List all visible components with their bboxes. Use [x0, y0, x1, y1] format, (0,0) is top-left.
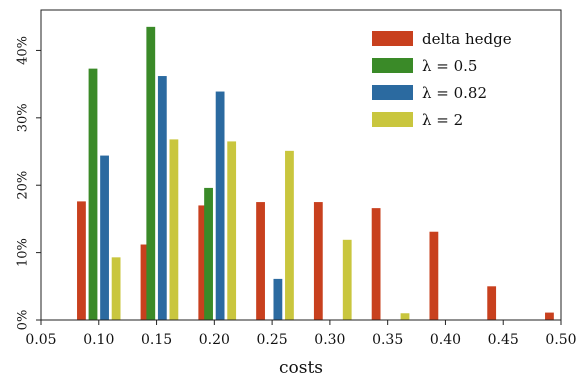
bar-series-0-0 [77, 201, 86, 320]
y-tick-label: 40% [16, 36, 31, 65]
bar-series-1-0 [88, 68, 98, 320]
bar-series-2-1 [157, 76, 167, 320]
bar-series-2-2 [215, 91, 225, 320]
bar-series-0-1 [140, 244, 150, 320]
bar-series-0-3 [256, 202, 265, 320]
y-tick-label: 30% [16, 103, 31, 132]
bar-series-0-4 [313, 202, 323, 320]
bar-series-0-8 [545, 312, 554, 320]
legend: delta hedge λ = 0.5 λ = 0.82 λ = 2 [372, 30, 512, 129]
bar-series-3-4 [342, 239, 352, 320]
bar-series-1-1 [146, 26, 156, 320]
x-tick-label: 0.10 [83, 332, 114, 348]
x-tick-label: 0.30 [314, 332, 345, 348]
x-tick-label: 0.45 [488, 332, 519, 348]
bar-series-3-3 [285, 150, 294, 320]
x-tick-label: 0.35 [372, 332, 403, 348]
x-tick-label: 0.20 [199, 332, 230, 348]
bar-series-1-2 [204, 187, 213, 320]
y-tick-label: 20% [16, 171, 31, 200]
legend-swatch-2 [372, 85, 413, 100]
legend-label-0: delta hedge [422, 30, 512, 48]
bar-series-3-5 [400, 313, 410, 320]
legend-swatch-1 [372, 58, 413, 73]
bar-series-0-6 [429, 231, 439, 320]
bar-series-3-1 [169, 139, 179, 320]
x-tick-label: 0.50 [545, 332, 576, 348]
y-tick-label: 0% [16, 310, 31, 331]
axes-layer [40, 9, 562, 321]
x-tick-label: 0.05 [25, 332, 56, 348]
bar-series-3-0 [111, 257, 121, 320]
legend-label-2: λ = 0.82 [422, 84, 487, 102]
legend-label-3: λ = 2 [422, 111, 463, 129]
x-axis-label: costs [279, 358, 323, 378]
bar-series-2-0 [100, 155, 109, 320]
bar-series-2-3 [273, 278, 283, 320]
y-axis-ticks: 0% 10% 20% 30% 40% [16, 36, 41, 331]
x-tick-label: 0.40 [430, 332, 461, 348]
bar-series-3-2 [227, 141, 237, 320]
bars-layer [77, 26, 554, 320]
x-axis-ticks: 0.05 0.10 0.15 0.20 0.25 0.30 0.35 0.40 0.45 0.50 [25, 320, 577, 348]
legend-swatch-0 [372, 31, 413, 46]
bar-series-0-2 [198, 205, 208, 320]
y-tick-label: 10% [16, 238, 31, 267]
plot-frame [40, 9, 562, 321]
bar-series-0-7 [487, 286, 497, 320]
bar-series-0-5 [371, 208, 381, 320]
legend-swatch-3 [372, 112, 413, 127]
x-tick-label: 0.25 [257, 332, 288, 348]
legend-label-1: λ = 0.5 [422, 57, 477, 75]
x-tick-label: 0.15 [141, 332, 172, 348]
